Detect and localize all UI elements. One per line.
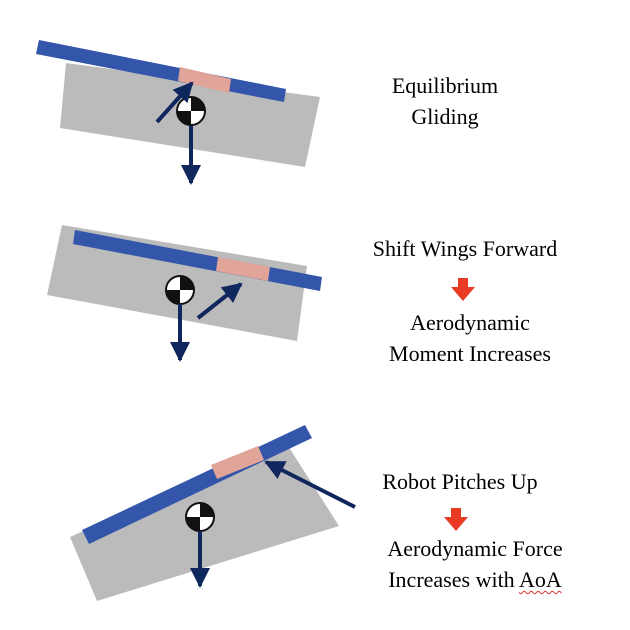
step-title: Shift Wings Forward [372,236,558,261]
lift-arrow [196,282,243,320]
wing-patch [211,446,264,479]
red-down-arrow-icon [444,508,468,531]
aero-force-arrow [264,460,356,509]
center-of-gravity-icon [165,275,195,305]
lift-arrow [155,81,194,124]
label-equilibrium: Equilibrium Gliding [370,70,520,132]
label-fragment: Increases with [388,567,519,592]
label-force: Aerodynamic Force Increases with AoA [355,533,595,595]
step-title: Robot Pitches Up [382,469,538,494]
glider-shift-wings [47,225,322,362]
red-down-arrow-icon [451,278,475,301]
label-line: Aerodynamic Force [387,536,563,561]
label-moment: Aerodynamic Moment Increases [350,307,590,369]
label-line: Gliding [411,104,479,129]
misspelled-word: AoA [518,567,562,592]
label-line: Moment Increases [389,341,551,366]
label-shift-wings: Shift Wings Forward [340,233,590,264]
wing-patch [178,67,231,93]
label-pitch-up: Robot Pitches Up [350,466,570,497]
label-line: Equilibrium [391,73,499,98]
label-line: Aerodynamic [410,310,530,335]
center-of-gravity-icon [185,502,215,532]
center-of-gravity-icon [176,96,206,126]
label-line: Increases with AoA [355,564,595,595]
glider-equilibrium [36,40,320,185]
glider-pitch-up [70,425,356,601]
wing-patch [216,257,270,281]
